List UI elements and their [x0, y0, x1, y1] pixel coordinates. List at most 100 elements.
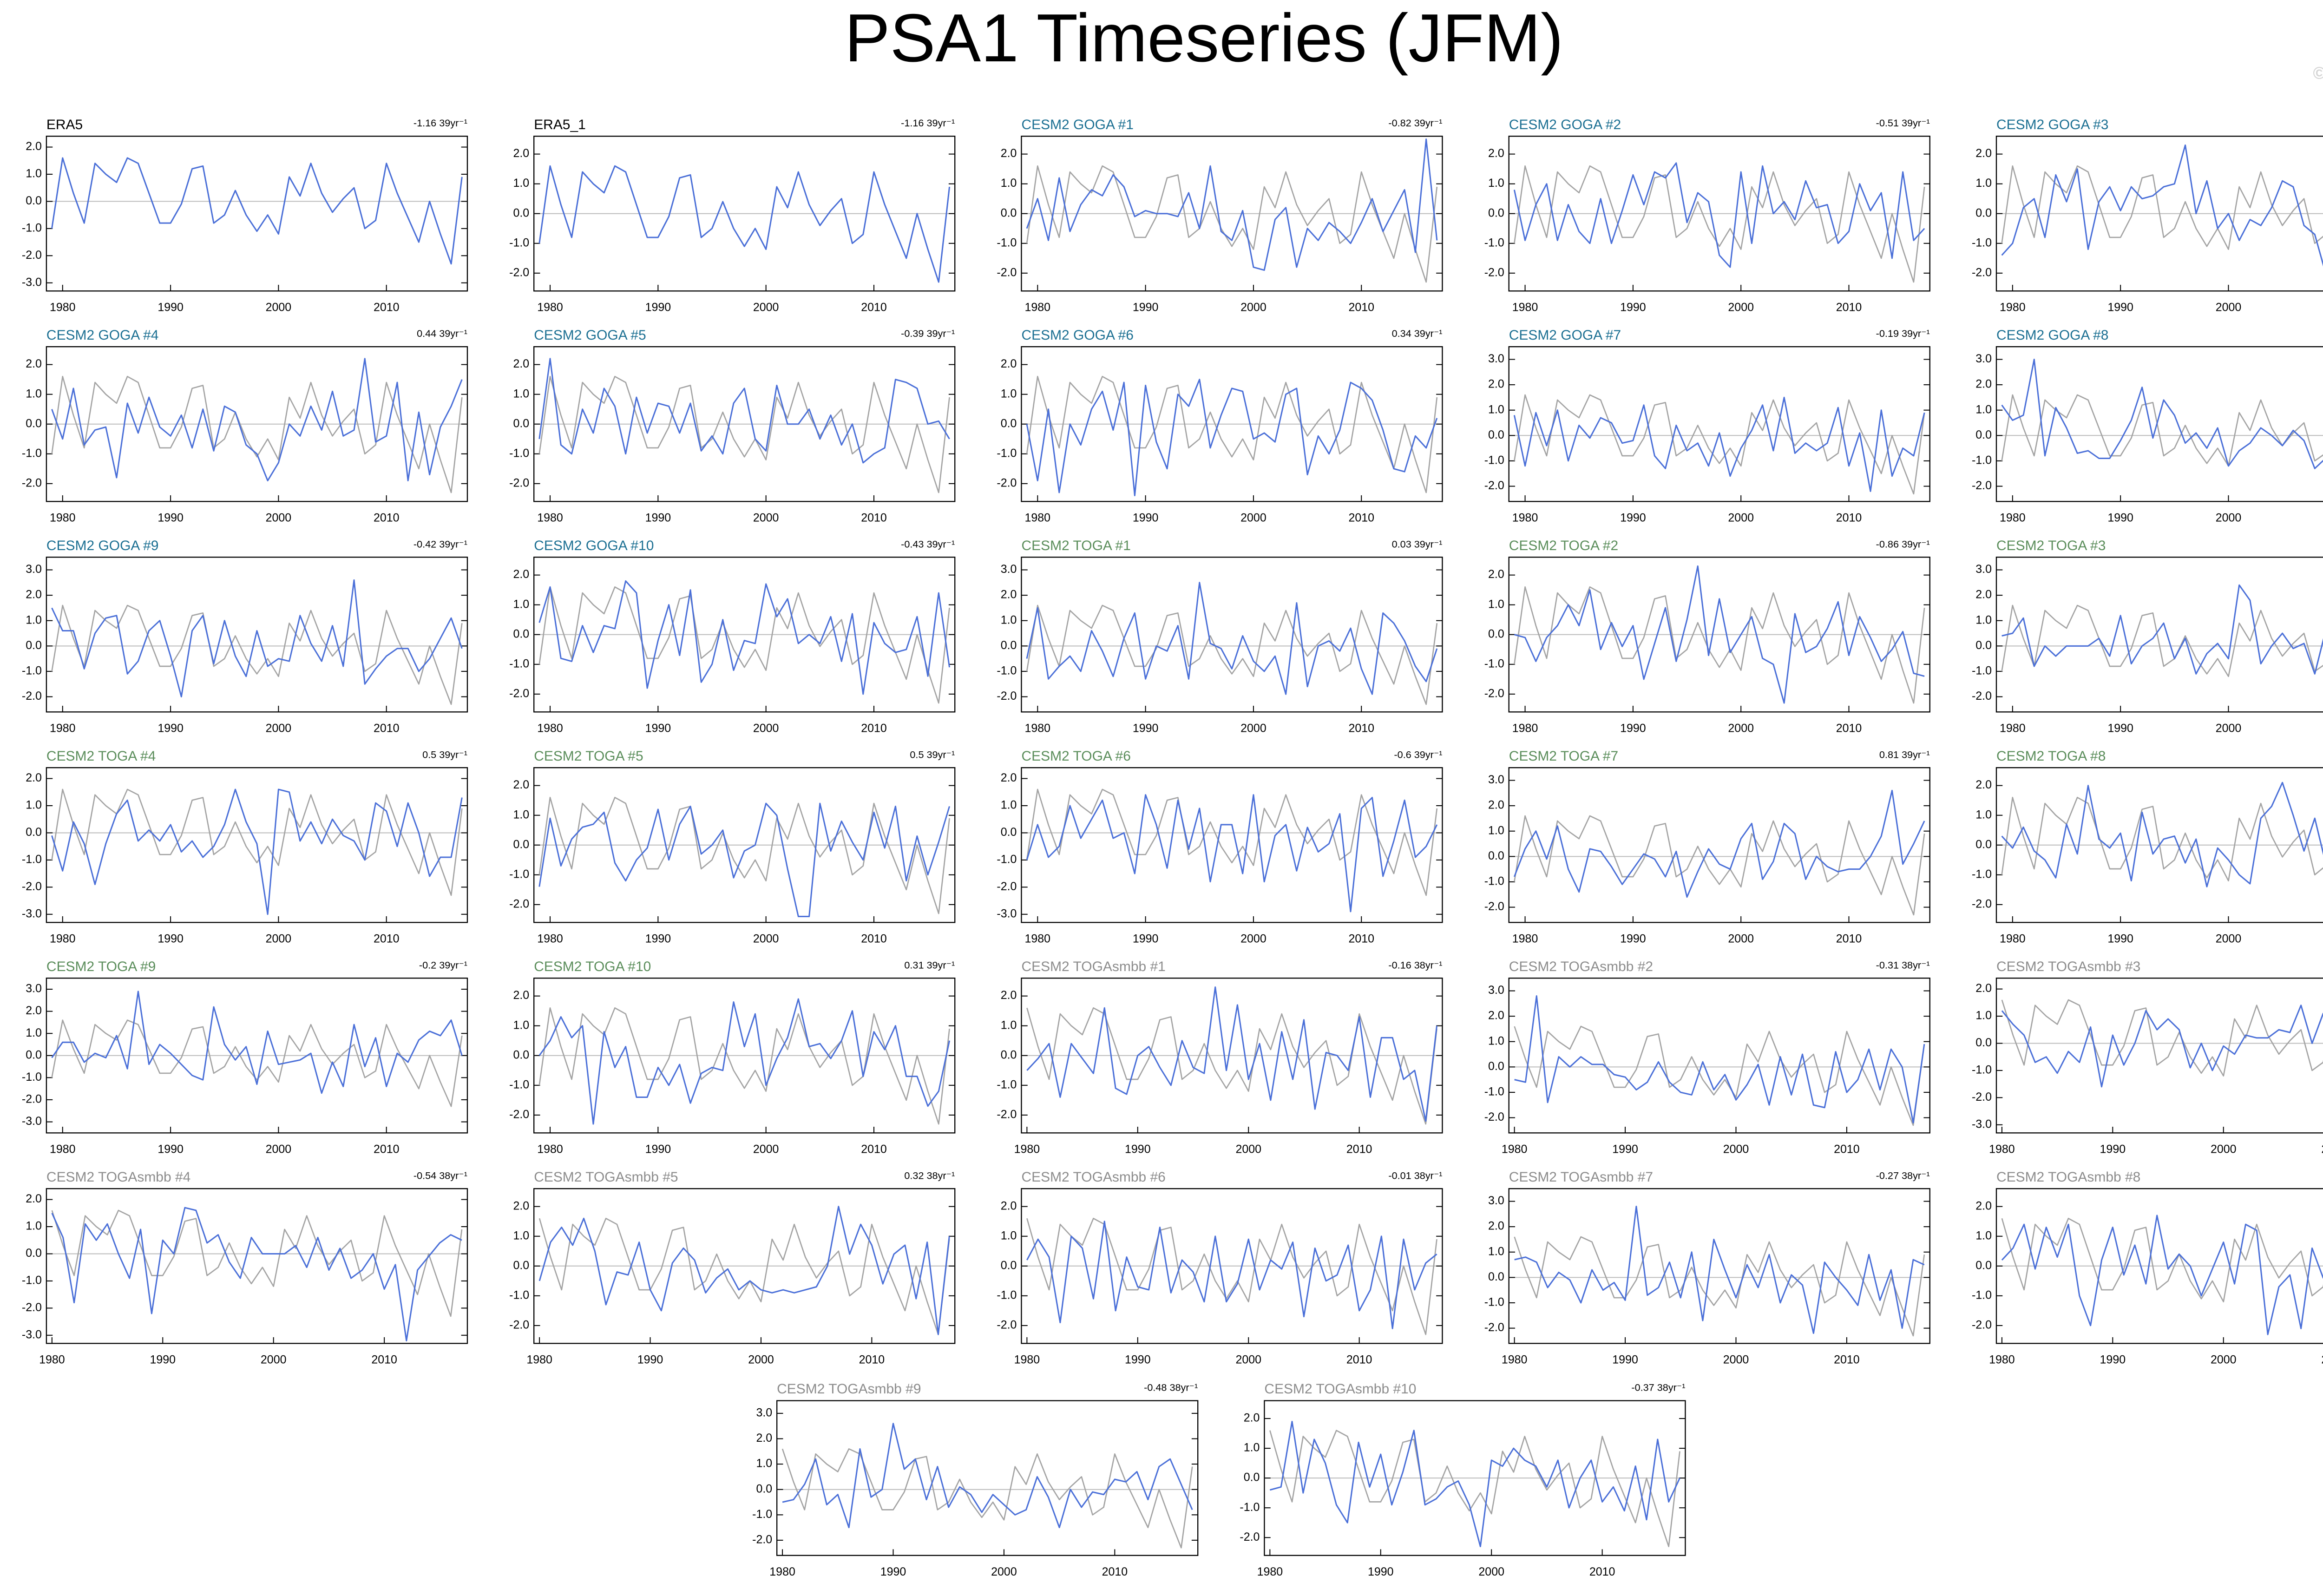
x-tick-label: 1980 — [1025, 933, 1051, 946]
series-line — [538, 358, 950, 464]
y-tick-label: 2.0 — [1975, 588, 1992, 601]
y-tick-label: 2.0 — [513, 568, 529, 581]
x-tick-label: 1980 — [537, 722, 563, 735]
observed-line — [51, 1209, 463, 1317]
panel: ERA5_1 -1.16 39yr⁻¹ 2.0 1.0 0.0 -1.0 -2.0 1980 1… — [509, 117, 956, 314]
y-tick-label: -1.0 — [1972, 664, 1992, 677]
x-tick-label: 1980 — [1502, 1143, 1528, 1156]
y-tick-label: 0.0 — [26, 639, 42, 652]
x-tick-label: 1990 — [1133, 301, 1159, 314]
x-tick-label: 1990 — [1620, 512, 1646, 525]
x-tick-label: 2000 — [753, 933, 779, 946]
y-tick-label: -3.0 — [22, 907, 42, 920]
y-tick-label: -1.0 — [1484, 1296, 1504, 1309]
y-tick-label: -3.0 — [997, 907, 1017, 920]
series-line — [1026, 379, 1438, 496]
y-tick-label: 0.0 — [1488, 849, 1504, 862]
observed-line — [2001, 394, 2323, 467]
series-line — [538, 802, 951, 917]
y-tick-label: 1.0 — [1488, 1245, 1504, 1258]
observed-line — [1026, 165, 1438, 283]
y-tick-label: 0.0 — [1975, 1036, 1992, 1049]
series-line — [2001, 1215, 2323, 1335]
x-tick-label: 1980 — [1014, 1143, 1040, 1156]
trend-label: 0.31 39yr⁻¹ — [904, 959, 955, 971]
y-tick-label: 2.0 — [26, 771, 42, 784]
x-tick-label: 2010 — [2321, 1353, 2323, 1366]
y-tick-label: -2.0 — [997, 880, 1017, 893]
y-tick-label: -2.0 — [22, 1301, 42, 1314]
y-tick-label: 0.0 — [1488, 627, 1504, 640]
x-tick-label: 2010 — [1834, 1143, 1860, 1156]
x-tick-label: 1990 — [880, 1565, 906, 1578]
panel-title: CESM2 TOGA #10 — [534, 959, 651, 974]
y-tick-label: 2.0 — [513, 1199, 529, 1212]
y-tick-label: 0.0 — [1975, 1259, 1992, 1272]
x-tick-label: 1980 — [2000, 933, 2026, 946]
x-tick-label: 1990 — [645, 1143, 671, 1156]
x-tick-label: 2010 — [1589, 1565, 1615, 1578]
x-tick-label: 1990 — [2107, 933, 2133, 946]
observed-line — [2001, 604, 2323, 677]
y-tick-label: 1.0 — [1975, 177, 1992, 190]
observed-line — [51, 375, 463, 493]
plot-frame — [46, 1188, 468, 1344]
x-tick-label: 1990 — [1133, 512, 1159, 525]
panel: CESM2 GOGA #3-0.55 39yr⁻¹2.01.00.0-1.0-2… — [1972, 117, 2323, 314]
y-tick-label: -1.0 — [997, 1078, 1017, 1091]
y-tick-label: 0.0 — [1001, 1048, 1017, 1061]
y-tick-label: -2.0 — [22, 249, 42, 262]
y-tick-label: 2.0 — [1001, 1199, 1017, 1212]
y-tick-label: -3.0 — [22, 1328, 42, 1341]
series-line — [51, 579, 463, 698]
x-tick-label: 2010 — [1836, 301, 1862, 314]
x-tick-label: 1990 — [1620, 933, 1646, 946]
y-tick-label: -2.0 — [1972, 1319, 1992, 1332]
x-tick-label: 1980 — [1257, 1565, 1283, 1578]
y-tick-label: 3.0 — [1001, 563, 1017, 576]
series-line — [1513, 162, 1925, 268]
x-tick-label: 1990 — [645, 933, 671, 946]
series-line — [2001, 144, 2323, 267]
x-tick-label: 2010 — [861, 301, 887, 314]
x-tick-label: 2010 — [1348, 933, 1374, 946]
x-tick-label: 1980 — [526, 1353, 552, 1366]
observed-line — [1514, 394, 1925, 495]
x-tick-label: 1990 — [157, 512, 184, 525]
x-tick-label: 2010 — [374, 512, 400, 525]
observed-line — [2001, 165, 2323, 250]
panel-title: CESM2 TOGAsmbb #1 — [1021, 959, 1165, 974]
y-tick-label: 2.0 — [1001, 588, 1017, 601]
x-tick-label: 1980 — [2000, 301, 2026, 314]
y-tick-label: -3.0 — [22, 276, 42, 289]
y-tick-label: -1.0 — [509, 867, 529, 880]
x-tick-label: 2000 — [1723, 1143, 1749, 1156]
panel-title: CESM2 GOGA #5 — [534, 328, 646, 343]
plot-frame — [1995, 557, 2323, 713]
y-tick-label: 2.0 — [1488, 1009, 1504, 1022]
y-tick-label: -2.0 — [509, 687, 529, 700]
y-tick-label: -2.0 — [509, 266, 529, 279]
trend-label: -0.37 38yr⁻¹ — [1631, 1382, 1685, 1393]
y-tick-label: -1.0 — [509, 236, 529, 249]
x-tick-label: 1990 — [2100, 1353, 2126, 1366]
y-tick-label: -2.0 — [509, 476, 529, 489]
y-tick-label: 1.0 — [26, 167, 42, 180]
panel: CESM2 TOGAsmbb #7 -0.27 38yr⁻¹ 3.0 2.0 1.0 0.… — [1484, 1169, 1930, 1366]
trend-label: -0.16 38yr⁻¹ — [1388, 959, 1442, 971]
x-tick-label: 1990 — [1620, 301, 1646, 314]
y-tick-label: -2.0 — [1972, 897, 1992, 910]
y-tick-label: -1.0 — [22, 664, 42, 677]
observed-line — [2001, 796, 2323, 881]
y-tick-label: 1.0 — [1001, 799, 1017, 812]
panel: CESM2 TOGAsmbb #5 0.32 38yr⁻¹ 2.0 1.0 0.0 -1.… — [509, 1169, 956, 1366]
panel-title: CESM2 TOGA #3 — [1996, 538, 2106, 553]
panel: CESM2 TOGA #6 -0.6 39yr⁻¹ 2.0 1.0 0.0 -1.0 -2.… — [997, 749, 1443, 946]
panel-title: CESM2 TOGA #5 — [534, 749, 643, 764]
y-tick-label: 2.0 — [1488, 147, 1504, 160]
x-tick-label: 2000 — [261, 1353, 287, 1366]
x-tick-label: 2000 — [753, 1143, 779, 1156]
y-tick-label: 2.0 — [1244, 1412, 1260, 1425]
x-tick-label: 2010 — [1836, 933, 1862, 946]
panel-title: CESM2 TOGAsmbb #2 — [1509, 959, 1653, 974]
